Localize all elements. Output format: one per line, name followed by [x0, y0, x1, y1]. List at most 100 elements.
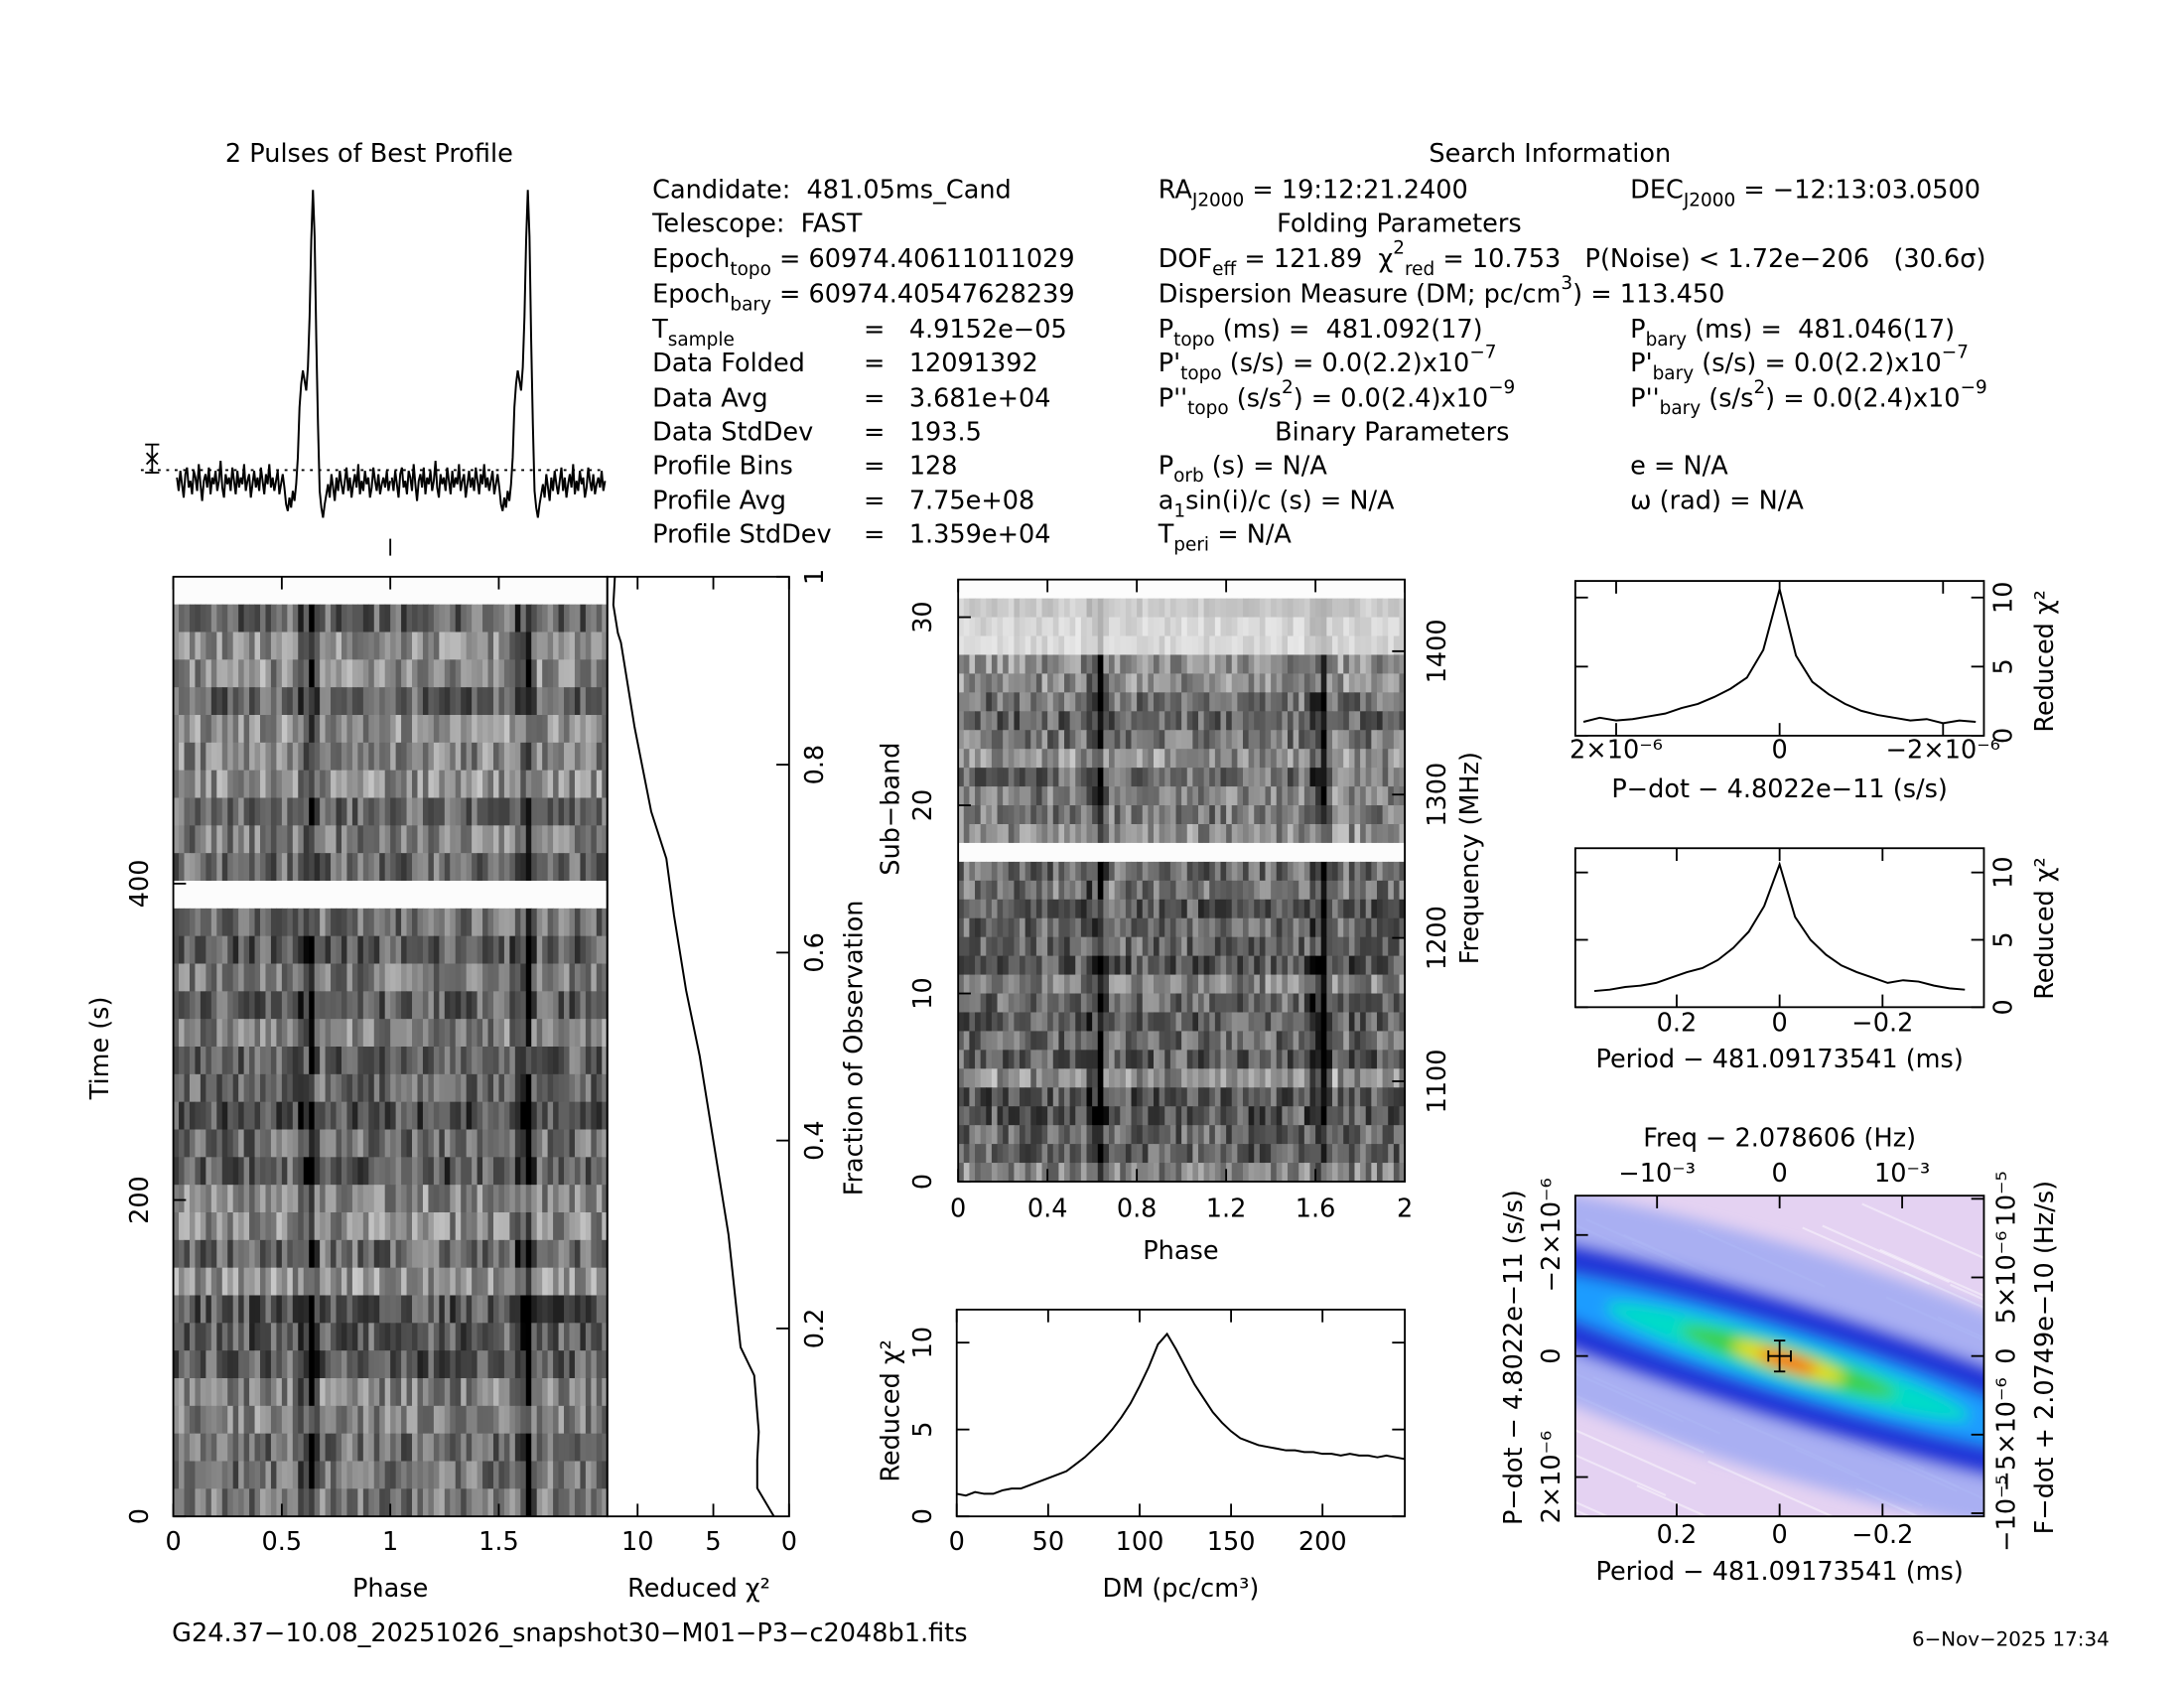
greyscale-cell — [1181, 899, 1188, 919]
greyscale-cell — [503, 742, 510, 772]
greyscale-cell — [422, 1019, 429, 1048]
greyscale-cell — [498, 853, 505, 882]
greyscale-cell — [368, 853, 375, 882]
greyscale-cell — [1075, 974, 1082, 995]
greyscale-cell — [173, 770, 180, 799]
greyscale-cell — [466, 1185, 473, 1213]
greyscale-cell — [298, 576, 305, 606]
greyscale-cell — [276, 935, 283, 965]
greyscale-cell — [585, 853, 592, 882]
greyscale-cell — [1320, 730, 1327, 750]
greyscale-cell — [351, 1377, 358, 1407]
greyscale-cell — [1348, 635, 1356, 656]
greyscale-cell — [1131, 579, 1138, 600]
greyscale-cell — [412, 576, 419, 606]
greyscale-cell — [574, 1101, 581, 1131]
greyscale-cell — [1086, 673, 1093, 693]
greyscale-cell — [492, 853, 500, 882]
greyscale-cell — [591, 576, 598, 606]
greyscale-cell — [482, 881, 489, 910]
greyscale-cell — [428, 1350, 435, 1379]
greyscale-cell — [1326, 993, 1333, 1014]
greyscale-cell — [406, 1211, 413, 1241]
greyscale-cell — [1097, 861, 1104, 882]
greyscale-cell — [216, 1019, 223, 1048]
greyscale-cell — [1303, 1050, 1311, 1069]
greyscale-cell — [1075, 749, 1082, 769]
greyscale-cell — [351, 604, 358, 633]
greyscale-cell — [1231, 1012, 1238, 1032]
greyscale-cell — [238, 659, 245, 688]
greyscale-cell — [450, 604, 457, 633]
greyscale-cell — [531, 659, 538, 688]
greyscale-cell — [564, 659, 571, 688]
greyscale-cell — [1103, 711, 1110, 731]
greyscale-cell — [439, 1211, 446, 1241]
greyscale-cell — [390, 963, 397, 992]
greyscale-cell — [373, 1073, 380, 1103]
greyscale-cell — [1320, 805, 1327, 825]
greyscale-cell — [362, 1239, 369, 1269]
greyscale-cell — [963, 654, 970, 674]
greyscale-cell — [514, 576, 521, 606]
greyscale-cell — [503, 1073, 510, 1103]
greyscale-cell — [969, 598, 976, 619]
greyscale-cell — [336, 687, 342, 716]
greyscale-cell — [346, 1019, 353, 1048]
greyscale-cell — [1192, 692, 1199, 712]
greyscale-cell — [314, 770, 321, 799]
greyscale-cell — [189, 687, 197, 716]
greyscale-cell — [1343, 899, 1350, 919]
greyscale-cell — [1181, 617, 1188, 637]
greyscale-cell — [1164, 861, 1171, 882]
greyscale-cell — [1259, 861, 1267, 882]
info-segment: Data Avg — [652, 383, 767, 413]
greyscale-cell — [1169, 711, 1177, 731]
greyscale-cell — [1309, 917, 1316, 938]
greyscale-cell — [189, 1461, 197, 1489]
greyscale-cell — [216, 1295, 223, 1324]
greyscale-cell — [210, 1073, 217, 1103]
greyscale-cell — [281, 1073, 288, 1103]
greyscale-cell — [1008, 805, 1015, 825]
greyscale-cell — [958, 654, 965, 674]
greyscale-cell — [477, 1073, 483, 1103]
greyscale-cell — [1020, 673, 1026, 693]
greyscale-cell — [351, 1239, 358, 1269]
greyscale-cell — [1181, 823, 1188, 844]
greyscale-cell — [525, 797, 532, 826]
greyscale-cell — [1231, 692, 1238, 712]
greyscale-cell — [331, 1405, 338, 1435]
greyscale-cell — [205, 825, 212, 854]
greyscale-cell — [514, 1047, 521, 1075]
greyscale-cell — [1014, 1031, 1021, 1051]
greyscale-cell — [514, 604, 521, 633]
greyscale-cell — [558, 1405, 565, 1435]
greyscale-cell — [303, 1488, 310, 1517]
greyscale-cell — [227, 1073, 234, 1103]
greyscale-cell — [325, 742, 332, 772]
greyscale-cell — [1097, 673, 1104, 693]
greyscale-cell — [1030, 1012, 1037, 1032]
greyscale-cell — [1237, 786, 1244, 806]
greyscale-cell — [433, 604, 440, 633]
greyscale-cell — [569, 1129, 576, 1158]
greyscale-cell — [210, 853, 217, 882]
greyscale-cell — [1382, 617, 1389, 637]
info-segment: P — [1159, 451, 1173, 481]
greyscale-cell — [184, 853, 191, 882]
greyscale-cell — [574, 881, 581, 910]
greyscale-cell — [1125, 974, 1133, 995]
info-title: Search Information — [1429, 139, 1671, 169]
greyscale-cell — [1360, 692, 1367, 712]
greyscale-cell — [243, 1267, 250, 1297]
greyscale-cell — [477, 659, 483, 688]
greyscale-cell — [1035, 993, 1043, 1014]
greyscale-cell — [1192, 730, 1199, 750]
greyscale-cell — [450, 742, 457, 772]
greyscale-cell — [287, 715, 294, 744]
greyscale-cell — [536, 1073, 543, 1103]
greyscale-cell — [558, 1047, 565, 1075]
greyscale-cell — [265, 881, 272, 910]
greyscale-cell — [422, 1047, 429, 1075]
